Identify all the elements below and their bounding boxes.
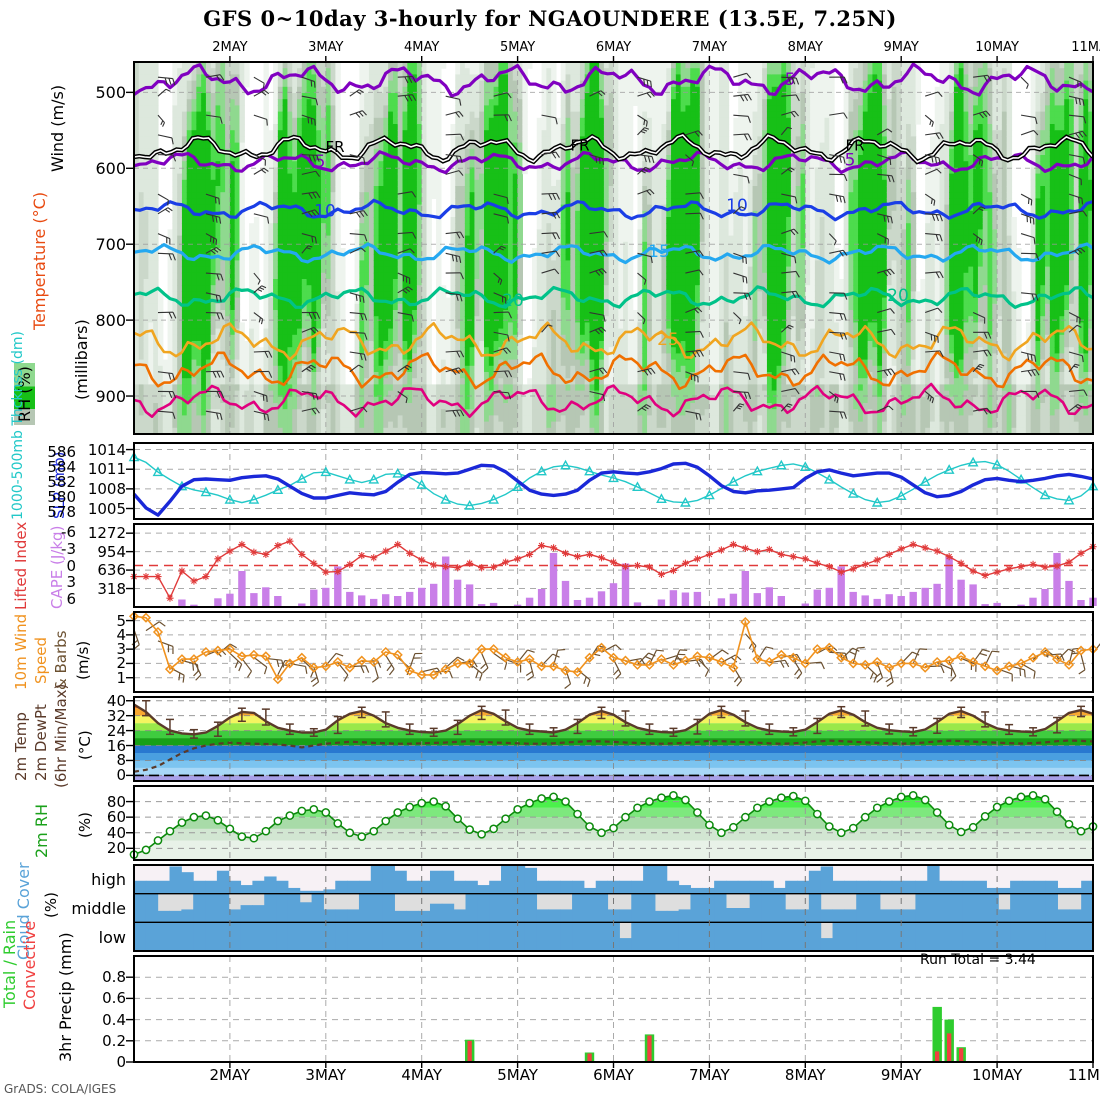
- bottom-date-tick: 9MAY: [880, 1066, 922, 1084]
- dewpt2m-caption: 2m DewPt: [32, 704, 50, 781]
- axis-tick-label: 578: [47, 502, 76, 521]
- temp2m-caption: 2m Temp: [12, 712, 30, 781]
- temperature-caption: Temperature (°C): [30, 191, 49, 330]
- axis-tick-label: -3: [61, 539, 76, 558]
- wind-speed-caption: Speed: [32, 636, 50, 684]
- bottom-date-tick: 2MAY: [209, 1066, 251, 1084]
- bottom-date-tick: 8MAY: [784, 1066, 826, 1084]
- top-date-tick: 8MAY: [787, 40, 823, 55]
- axis-tick-label: 3: [66, 573, 76, 592]
- precip-total-caption: Total / Rain: [0, 919, 19, 1008]
- axis-tick-label: -6: [61, 523, 76, 542]
- axis-tick-label: 600: [95, 159, 126, 179]
- axis-tick-label: 20: [106, 839, 126, 858]
- axis-tick-label: high: [91, 870, 126, 890]
- wind10m-caption: 10m Wind: [12, 613, 30, 690]
- top-date-tick: 7MAY: [691, 40, 728, 55]
- page-title: GFS 0~10day 3-hourly for NGAOUNDERE (13.…: [203, 6, 897, 31]
- axis-tick-label: 0.4: [102, 1010, 126, 1029]
- axis-tick-label: 0: [66, 556, 76, 575]
- axis-tick-label: 60: [106, 808, 126, 827]
- axis-tick-label: 0.2: [102, 1031, 126, 1050]
- axis-tick-label: low: [98, 927, 126, 947]
- top-date-tick: 3MAY: [308, 40, 344, 55]
- precip-conv-caption: Convective: [20, 920, 39, 1010]
- top-date-tick: 9MAY: [883, 40, 919, 55]
- top-date-tick: 6MAY: [595, 40, 632, 55]
- top-date-tick: 4MAY: [404, 40, 440, 55]
- bottom-date-tick: 3MAY: [305, 1066, 347, 1084]
- bottom-date-tick: 6MAY: [593, 1066, 634, 1084]
- axis-tick-label: 0: [116, 1053, 126, 1071]
- bottom-date-tick: 10MAY: [971, 1066, 1023, 1084]
- top-date-tick: 10MAY: [975, 40, 1019, 55]
- rh2m-caption: 2m RH: [32, 804, 51, 858]
- top-date-tick: 5MAY: [499, 40, 536, 55]
- axis-tick-label: 80: [106, 792, 126, 811]
- axis-tick-label: 700: [95, 235, 126, 255]
- axis-tick-label: 500: [95, 83, 126, 103]
- axis-tick-label: 5: [116, 611, 126, 630]
- top-date-tick: 2MAY: [212, 40, 248, 55]
- axis-tick-label: 800: [95, 311, 126, 331]
- axis-tick-label: 6: [66, 589, 76, 608]
- axis-tick-label: 40: [106, 823, 126, 842]
- axis-tick-label: 40: [106, 691, 126, 710]
- grads-credit: GrADS: COLA/IGES: [4, 1082, 117, 1096]
- axis-tick-label: 0.8: [102, 968, 126, 987]
- bottom-date-tick: 7MAY: [689, 1066, 730, 1084]
- axis-tick-label: 900: [95, 387, 126, 407]
- top-date-tick: 11MAY: [1071, 40, 1100, 55]
- precip-run-total: Run Total = 3.44: [920, 952, 1036, 968]
- bottom-date-tick: 4MAY: [401, 1066, 443, 1084]
- bottom-date-tick: 11MAY: [1067, 1066, 1100, 1084]
- bottom-date-tick: 5MAY: [497, 1066, 538, 1084]
- axis-tick-label: 0.6: [102, 989, 126, 1008]
- axis-tick-label: middle: [71, 899, 126, 918]
